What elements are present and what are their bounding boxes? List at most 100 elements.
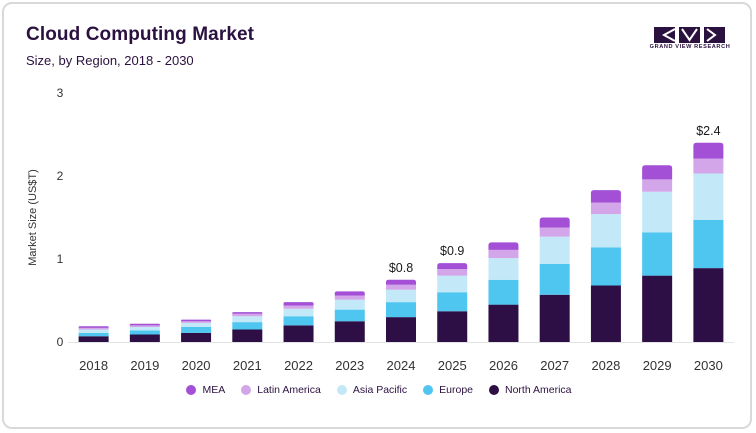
bar-europe-2025 (437, 292, 468, 312)
bar-mea-2030 (693, 142, 724, 159)
bar-chart: Market Size (US$T) 0 1 2 3 2018 2019 2020 2021 20… (27, 86, 734, 373)
bar-north-america-2029 (642, 275, 673, 342)
bar-asia-pacific-2018 (78, 329, 109, 333)
brand-name: GRAND VIEW RESEARCH (649, 44, 731, 50)
bar-north-america-2023 (334, 321, 365, 342)
data-label: $0.9 (440, 244, 464, 258)
x-tick-label: 2024 (387, 358, 416, 373)
bar-mea-2027 (539, 217, 570, 228)
bar-europe-2018 (78, 332, 109, 337)
legend-swatch (186, 385, 197, 395)
legend-swatch (336, 385, 347, 395)
y-tick-label: 3 (57, 86, 64, 100)
bar-latin-america-2023 (334, 295, 365, 300)
bar-mea-2019 (129, 323, 160, 326)
x-tick-label: 2021 (233, 358, 262, 373)
chart-card: Cloud Computing Market Size, by Region, … (2, 2, 752, 429)
bar-latin-america-2029 (642, 179, 673, 192)
chart-legend: MEA Latin America Asia Pacific Europe North … (4, 384, 750, 396)
legend-item-asia-pacific: Asia Pacific (336, 384, 408, 396)
bar-europe-2024 (386, 302, 416, 318)
bar-europe-2026 (488, 279, 519, 305)
y-axis-title: Market Size (US$T) (27, 169, 39, 266)
y-tick-label: 1 (57, 252, 64, 266)
bar-asia-pacific-2021 (232, 316, 263, 323)
bar-mea-2022 (283, 302, 314, 306)
bar-latin-america-2019 (129, 325, 160, 328)
legend-label: Latin America (257, 384, 321, 396)
bar-latin-america-2030 (693, 158, 724, 174)
bar-mea-2018 (78, 326, 109, 328)
x-tick-label: 2018 (79, 358, 108, 373)
bar-europe-2030 (693, 219, 724, 269)
bar-asia-pacific-2029 (642, 191, 673, 233)
bar-north-america-2028 (590, 285, 621, 342)
bar-europe-2022 (283, 316, 314, 326)
bar-asia-pacific-2023 (334, 299, 365, 310)
bar-latin-america-2022 (283, 305, 314, 309)
legend-label: MEA (202, 384, 226, 396)
bar-north-america-2024 (386, 317, 416, 342)
bar-asia-pacific-2019 (129, 327, 160, 331)
bar-mea-2026 (488, 242, 519, 250)
bar-asia-pacific-2024 (386, 289, 416, 303)
bar-north-america-2025 (437, 311, 468, 342)
bar-latin-america-2018 (78, 327, 109, 330)
bar-europe-2021 (232, 322, 263, 330)
bar-mea-2023 (334, 291, 365, 296)
brand-logo: GRAND VIEW RESEARCH (648, 26, 732, 56)
bar-europe-2023 (334, 309, 365, 322)
legend-label: Europe (439, 384, 473, 396)
legend-swatch (241, 385, 252, 395)
bar-europe-2027 (539, 263, 570, 295)
bar-europe-2019 (129, 330, 160, 335)
x-tick-label: 2026 (489, 358, 518, 373)
bar-asia-pacific-2027 (539, 236, 570, 264)
x-tick-label: 2025 (438, 358, 467, 373)
x-tick-label: 2030 (694, 358, 723, 373)
data-label: $0.8 (389, 261, 413, 275)
x-tick-label: 2027 (540, 358, 569, 373)
x-tick-label: 2019 (130, 358, 159, 373)
bar-mea-2024 (386, 279, 416, 285)
x-tick-label: 2029 (643, 358, 672, 373)
legend-label: Asia Pacific (352, 384, 408, 396)
bar-asia-pacific-2028 (590, 214, 621, 248)
bar-europe-2020 (181, 327, 212, 333)
bar-north-america-2027 (539, 294, 570, 342)
bar-north-america-2018 (78, 336, 109, 342)
legend-item-mea: MEA (186, 384, 225, 396)
bar-latin-america-2028 (590, 202, 621, 215)
bar-asia-pacific-2025 (437, 275, 468, 293)
legend-swatch (423, 385, 434, 395)
x-tick-label: 2022 (284, 358, 313, 373)
bar-north-america-2021 (232, 329, 263, 342)
legend-swatch (489, 385, 499, 395)
bar-mea-2029 (642, 165, 673, 180)
bar-mea-2028 (590, 190, 621, 203)
x-tick-label: 2020 (182, 358, 211, 373)
chart-subtitle: Size, by Region, 2018 - 2030 (26, 53, 194, 68)
bar-latin-america-2026 (488, 249, 519, 259)
bar-asia-pacific-2026 (488, 258, 519, 280)
bar-asia-pacific-2030 (693, 173, 724, 220)
bar-asia-pacific-2020 (181, 322, 212, 328)
legend-item-latin-america: Latin America (241, 384, 321, 396)
bar-latin-america-2021 (232, 313, 263, 317)
bar-mea-2025 (437, 263, 468, 269)
bar-asia-pacific-2022 (283, 308, 314, 317)
legend-label: North America (505, 384, 572, 396)
bar-europe-2029 (642, 232, 673, 276)
bar-mea-2021 (232, 312, 263, 314)
legend-item-north-america: North America (489, 384, 572, 396)
bar-latin-america-2025 (437, 268, 468, 276)
brand-mark-icon (654, 27, 725, 43)
bar-latin-america-2027 (539, 227, 570, 237)
bar-mea-2020 (181, 319, 212, 322)
x-tick-label: 2023 (335, 358, 364, 373)
bar-north-america-2020 (181, 332, 212, 342)
bar-north-america-2019 (129, 334, 160, 342)
bar-north-america-2030 (693, 268, 724, 342)
x-tick-label: 2028 (591, 358, 620, 373)
bar-north-america-2022 (283, 325, 314, 342)
